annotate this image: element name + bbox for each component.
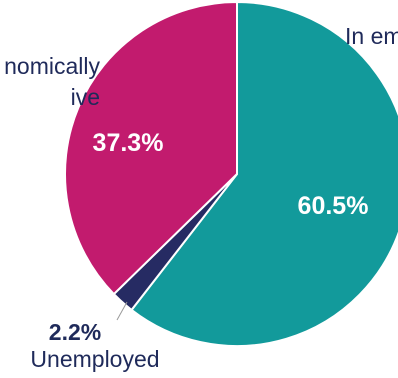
inactive-value-label: 37.3% xyxy=(93,129,164,157)
pie-slices xyxy=(64,0,398,347)
employed-value-label: 60.5% xyxy=(298,192,369,220)
unemployed-leader-line xyxy=(116,301,128,321)
unemployed-category-label: Unemployed xyxy=(30,346,159,372)
employed-slice xyxy=(130,0,398,347)
employed-category-label: In em xyxy=(345,23,398,49)
inactive-category-label-line-2: ive xyxy=(71,84,100,110)
inactive-category-label-line-1: nomically xyxy=(4,53,100,79)
inactive-slice xyxy=(64,0,238,296)
unemployed-value-label: 2.2% xyxy=(49,319,101,345)
